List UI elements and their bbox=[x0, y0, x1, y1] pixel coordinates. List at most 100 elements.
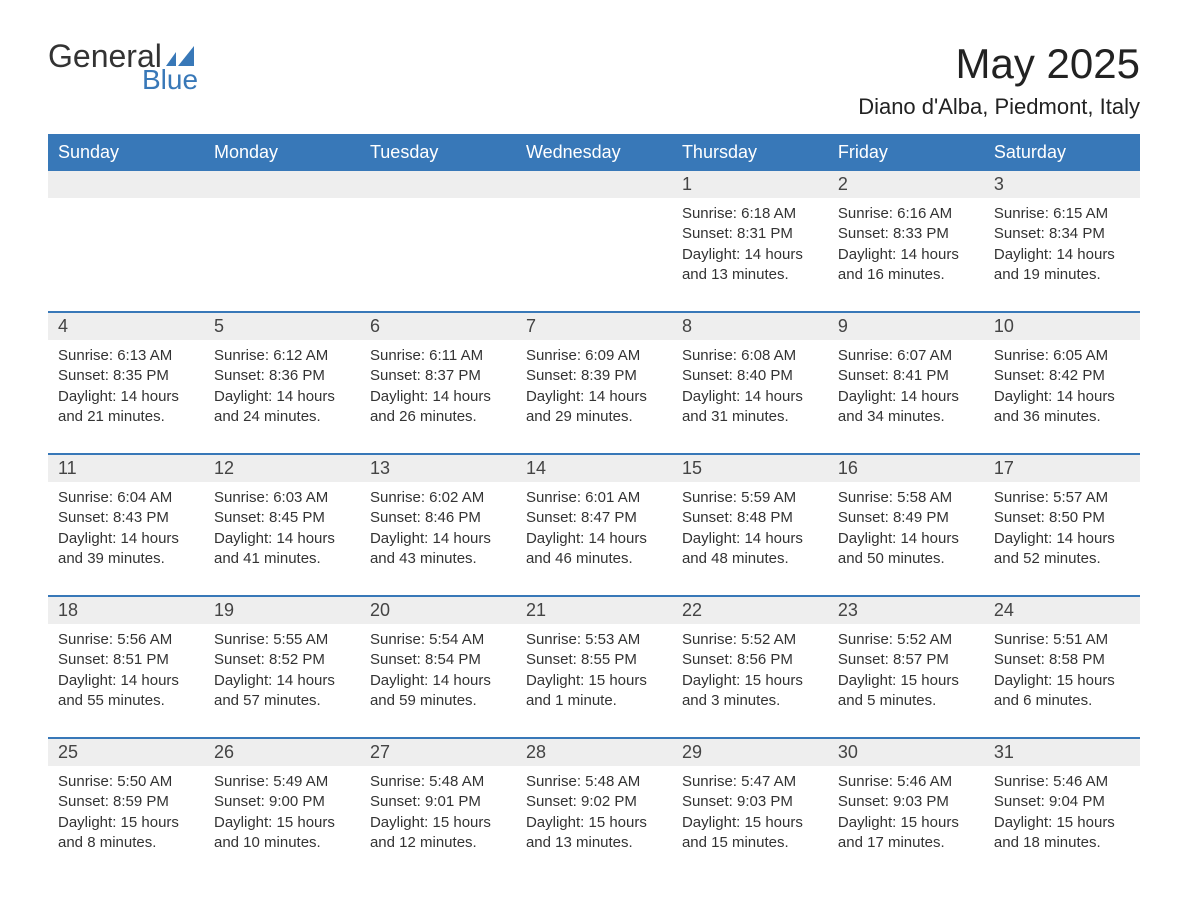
day-number-cell: 29 bbox=[672, 739, 828, 766]
sunrise-value: 5:53 AM bbox=[585, 631, 640, 648]
daylight-label: Daylight: bbox=[370, 672, 428, 689]
daylight-line: Daylight: 14 hours and 34 minutes. bbox=[838, 387, 974, 428]
sunrise-label: Sunrise: bbox=[682, 489, 737, 506]
daylight-label: Daylight: bbox=[526, 814, 584, 831]
day-number-cell: 25 bbox=[48, 739, 204, 766]
sunset-line: Sunset: 8:34 PM bbox=[994, 224, 1130, 244]
sunrise-value: 6:04 AM bbox=[117, 489, 172, 506]
daylight-line: Daylight: 14 hours and 31 minutes. bbox=[682, 387, 818, 428]
daylight-label: Daylight: bbox=[682, 388, 740, 405]
day-detail-cell: Sunrise: 5:46 AMSunset: 9:04 PMDaylight:… bbox=[984, 766, 1140, 859]
day-detail-cell bbox=[48, 198, 204, 312]
daylight-line: Daylight: 15 hours and 3 minutes. bbox=[682, 671, 818, 712]
sunrise-line: Sunrise: 6:04 AM bbox=[58, 488, 194, 508]
sunset-label: Sunset: bbox=[838, 651, 889, 668]
sunset-label: Sunset: bbox=[526, 367, 577, 384]
sunrise-value: 5:48 AM bbox=[585, 773, 640, 790]
sunset-line: Sunset: 8:57 PM bbox=[838, 650, 974, 670]
sunrise-line: Sunrise: 6:13 AM bbox=[58, 346, 194, 366]
logo-mark-icon bbox=[166, 46, 194, 66]
day-detail-cell bbox=[360, 198, 516, 312]
sunset-label: Sunset: bbox=[58, 509, 109, 526]
day-number-cell: 22 bbox=[672, 597, 828, 624]
sunset-line: Sunset: 8:35 PM bbox=[58, 366, 194, 386]
daylight-label: Daylight: bbox=[838, 246, 896, 263]
sunset-line: Sunset: 8:49 PM bbox=[838, 508, 974, 528]
sunset-value: 8:56 PM bbox=[737, 651, 793, 668]
weekday-header: Sunday bbox=[48, 134, 204, 171]
daylight-line: Daylight: 15 hours and 13 minutes. bbox=[526, 813, 662, 854]
sunrise-line: Sunrise: 6:11 AM bbox=[370, 346, 506, 366]
sunrise-label: Sunrise: bbox=[838, 489, 893, 506]
sunset-label: Sunset: bbox=[682, 367, 733, 384]
daylight-label: Daylight: bbox=[370, 530, 428, 547]
sunrise-label: Sunrise: bbox=[370, 489, 425, 506]
sunset-label: Sunset: bbox=[58, 793, 109, 810]
logo-text-blue: Blue bbox=[142, 66, 198, 94]
sunrise-line: Sunrise: 5:52 AM bbox=[838, 630, 974, 650]
daylight-label: Daylight: bbox=[526, 530, 584, 547]
daylight-label: Daylight: bbox=[58, 530, 116, 547]
sunrise-line: Sunrise: 5:47 AM bbox=[682, 772, 818, 792]
day-detail-cell: Sunrise: 5:58 AMSunset: 8:49 PMDaylight:… bbox=[828, 482, 984, 596]
daylight-line: Daylight: 14 hours and 19 minutes. bbox=[994, 245, 1130, 286]
sunset-line: Sunset: 8:43 PM bbox=[58, 508, 194, 528]
day-detail-cell: Sunrise: 5:48 AMSunset: 9:02 PMDaylight:… bbox=[516, 766, 672, 859]
sunset-line: Sunset: 8:56 PM bbox=[682, 650, 818, 670]
sunrise-value: 5:47 AM bbox=[741, 773, 796, 790]
daylight-line: Daylight: 14 hours and 59 minutes. bbox=[370, 671, 506, 712]
daylight-line: Daylight: 15 hours and 1 minute. bbox=[526, 671, 662, 712]
sunset-line: Sunset: 8:58 PM bbox=[994, 650, 1130, 670]
sunset-label: Sunset: bbox=[838, 225, 889, 242]
sunset-line: Sunset: 8:36 PM bbox=[214, 366, 350, 386]
sunset-value: 8:54 PM bbox=[425, 651, 481, 668]
daylight-line: Daylight: 14 hours and 48 minutes. bbox=[682, 529, 818, 570]
day-detail-cell: Sunrise: 5:55 AMSunset: 8:52 PMDaylight:… bbox=[204, 624, 360, 738]
sunset-value: 8:55 PM bbox=[581, 651, 637, 668]
sunset-value: 8:49 PM bbox=[893, 509, 949, 526]
daylight-line: Daylight: 14 hours and 29 minutes. bbox=[526, 387, 662, 428]
sunrise-line: Sunrise: 5:52 AM bbox=[682, 630, 818, 650]
sunset-label: Sunset: bbox=[994, 793, 1045, 810]
sunset-label: Sunset: bbox=[214, 793, 265, 810]
sunset-line: Sunset: 8:45 PM bbox=[214, 508, 350, 528]
sunrise-label: Sunrise: bbox=[214, 347, 269, 364]
daynum-row: 18192021222324 bbox=[48, 597, 1140, 624]
day-detail-cell bbox=[516, 198, 672, 312]
sunset-line: Sunset: 8:48 PM bbox=[682, 508, 818, 528]
day-number-cell: 26 bbox=[204, 739, 360, 766]
sunset-value: 8:46 PM bbox=[425, 509, 481, 526]
weekday-header-row: SundayMondayTuesdayWednesdayThursdayFrid… bbox=[48, 134, 1140, 171]
sunset-line: Sunset: 8:33 PM bbox=[838, 224, 974, 244]
sunset-line: Sunset: 8:55 PM bbox=[526, 650, 662, 670]
sunrise-value: 5:48 AM bbox=[429, 773, 484, 790]
sunrise-line: Sunrise: 5:53 AM bbox=[526, 630, 662, 650]
sunset-value: 9:03 PM bbox=[893, 793, 949, 810]
sunrise-line: Sunrise: 6:03 AM bbox=[214, 488, 350, 508]
daynum-row: 11121314151617 bbox=[48, 455, 1140, 482]
weekday-header: Friday bbox=[828, 134, 984, 171]
day-number-cell: 27 bbox=[360, 739, 516, 766]
sunrise-label: Sunrise: bbox=[370, 347, 425, 364]
sunrise-value: 5:51 AM bbox=[1053, 631, 1108, 648]
sunset-value: 8:48 PM bbox=[737, 509, 793, 526]
daylight-label: Daylight: bbox=[526, 388, 584, 405]
day-number-cell: 23 bbox=[828, 597, 984, 624]
sunrise-value: 5:59 AM bbox=[741, 489, 796, 506]
daylight-line: Daylight: 14 hours and 52 minutes. bbox=[994, 529, 1130, 570]
day-number-cell: 9 bbox=[828, 313, 984, 340]
daylight-line: Daylight: 14 hours and 55 minutes. bbox=[58, 671, 194, 712]
sunrise-line: Sunrise: 5:51 AM bbox=[994, 630, 1130, 650]
sunrise-line: Sunrise: 6:07 AM bbox=[838, 346, 974, 366]
day-number-cell: 13 bbox=[360, 455, 516, 482]
sunrise-line: Sunrise: 5:49 AM bbox=[214, 772, 350, 792]
sunrise-label: Sunrise: bbox=[370, 773, 425, 790]
sunrise-label: Sunrise: bbox=[838, 773, 893, 790]
day-detail-cell: Sunrise: 6:18 AMSunset: 8:31 PMDaylight:… bbox=[672, 198, 828, 312]
sunrise-value: 6:15 AM bbox=[1053, 205, 1108, 222]
sunrise-label: Sunrise: bbox=[994, 631, 1049, 648]
sunrise-value: 6:02 AM bbox=[429, 489, 484, 506]
day-number-cell: 7 bbox=[516, 313, 672, 340]
sunset-label: Sunset: bbox=[214, 509, 265, 526]
day-detail-cell: Sunrise: 5:56 AMSunset: 8:51 PMDaylight:… bbox=[48, 624, 204, 738]
